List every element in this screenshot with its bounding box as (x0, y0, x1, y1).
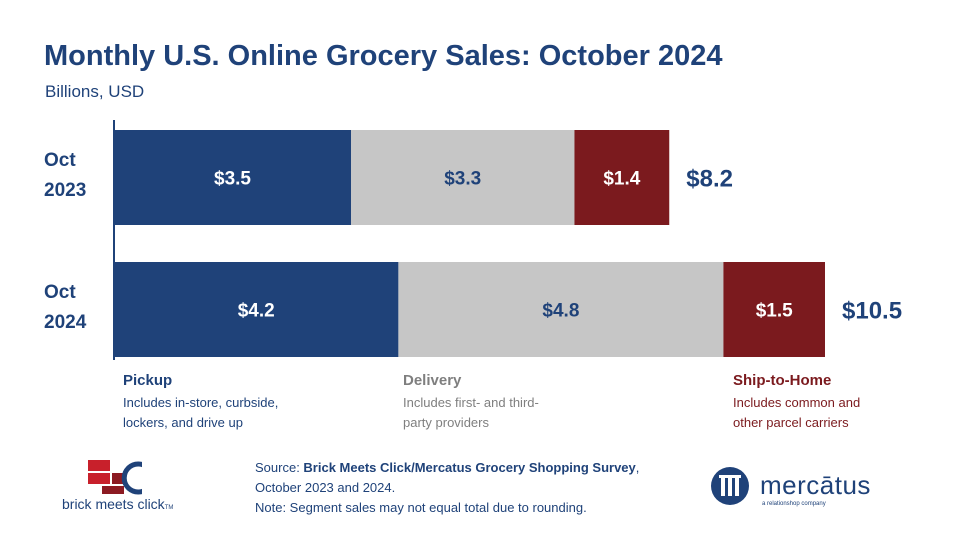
bar-segment-ship-to-home (723, 262, 825, 357)
legend-delivery-desc-line: Includes first- and third- (403, 395, 539, 410)
legend-delivery-title: Delivery (403, 372, 462, 389)
mercatus-icon (711, 467, 749, 505)
source-line-1: Source: Brick Meets Click/Mercatus Groce… (255, 460, 640, 475)
legend-delivery: Delivery Includes first- and third- part… (403, 372, 573, 433)
legend-pickup: Pickup Includes in-store, curbside, lock… (123, 372, 293, 433)
category-label: 2023 (44, 180, 86, 201)
brick-meets-click-logo: brick meets clickTM (62, 458, 212, 518)
bar-segment-delivery (351, 130, 575, 225)
mercatus-tagline: a relationshop company (762, 501, 826, 507)
legend-ship-to-home: Ship-to-Home Includes common and other p… (733, 372, 903, 433)
mercatus-wordmark: mercātus (760, 470, 871, 500)
brick-meets-click-wordmark: brick meets clickTM (62, 496, 174, 512)
legend-ship-to-home-desc-line: other parcel carriers (733, 415, 849, 430)
category-label: Oct (44, 150, 76, 171)
mercatus-logo: mercātus a relationshop company (710, 466, 910, 514)
source-line-2: October 2023 and 2024. (255, 480, 396, 495)
legend-pickup-desc: Includes in-store, curbside, lockers, an… (123, 393, 293, 433)
bar-segment-delivery (398, 262, 724, 357)
legend-pickup-title: Pickup (123, 372, 173, 389)
bar-segment-pickup (114, 130, 351, 225)
bar-value-label: $1.5 (756, 301, 793, 322)
stacked-bar-chart: Oct 2023 $3.5 $3.3 $1.4 $8.2 Oct 2024 $4.2 $4.8 $1… (44, 120, 902, 360)
chart-title: Monthly U.S. Online Grocery Sales: Octob… (44, 40, 723, 72)
bar-value-label: $3.5 (214, 169, 251, 190)
legend-pickup-desc-line: lockers, and drive up (123, 415, 243, 430)
chart-subtitle: Billions, USD (45, 82, 145, 101)
bar-segment-pickup (114, 262, 399, 357)
bar-segment-ship-to-home (574, 130, 670, 225)
total-label: $10.5 (842, 298, 902, 325)
brick-meets-click-icon (88, 460, 150, 495)
total-label: $8.2 (686, 166, 733, 193)
bar-value-label: $3.3 (444, 169, 481, 190)
legend-delivery-desc: Includes first- and third- party provide… (403, 393, 573, 433)
source-note: Source: Brick Meets Click/Mercatus Groce… (255, 458, 675, 518)
bar-value-label: $1.4 (603, 169, 640, 190)
source-note-rounding: Note: Segment sales may not equal total … (255, 500, 587, 515)
bar-value-label: $4.2 (238, 301, 275, 322)
bar-value-label: $4.8 (542, 301, 579, 322)
legend-delivery-desc-line: party providers (403, 415, 489, 430)
legend-pickup-desc-line: Includes in-store, curbside, (123, 395, 279, 410)
category-label: Oct (44, 282, 76, 303)
category-label: 2024 (44, 312, 87, 333)
legend-ship-to-home-desc-line: Includes common and (733, 395, 861, 410)
legend-ship-to-home-title: Ship-to-Home (733, 372, 832, 389)
legend-ship-to-home-desc: Includes common and other parcel carrier… (733, 393, 903, 433)
